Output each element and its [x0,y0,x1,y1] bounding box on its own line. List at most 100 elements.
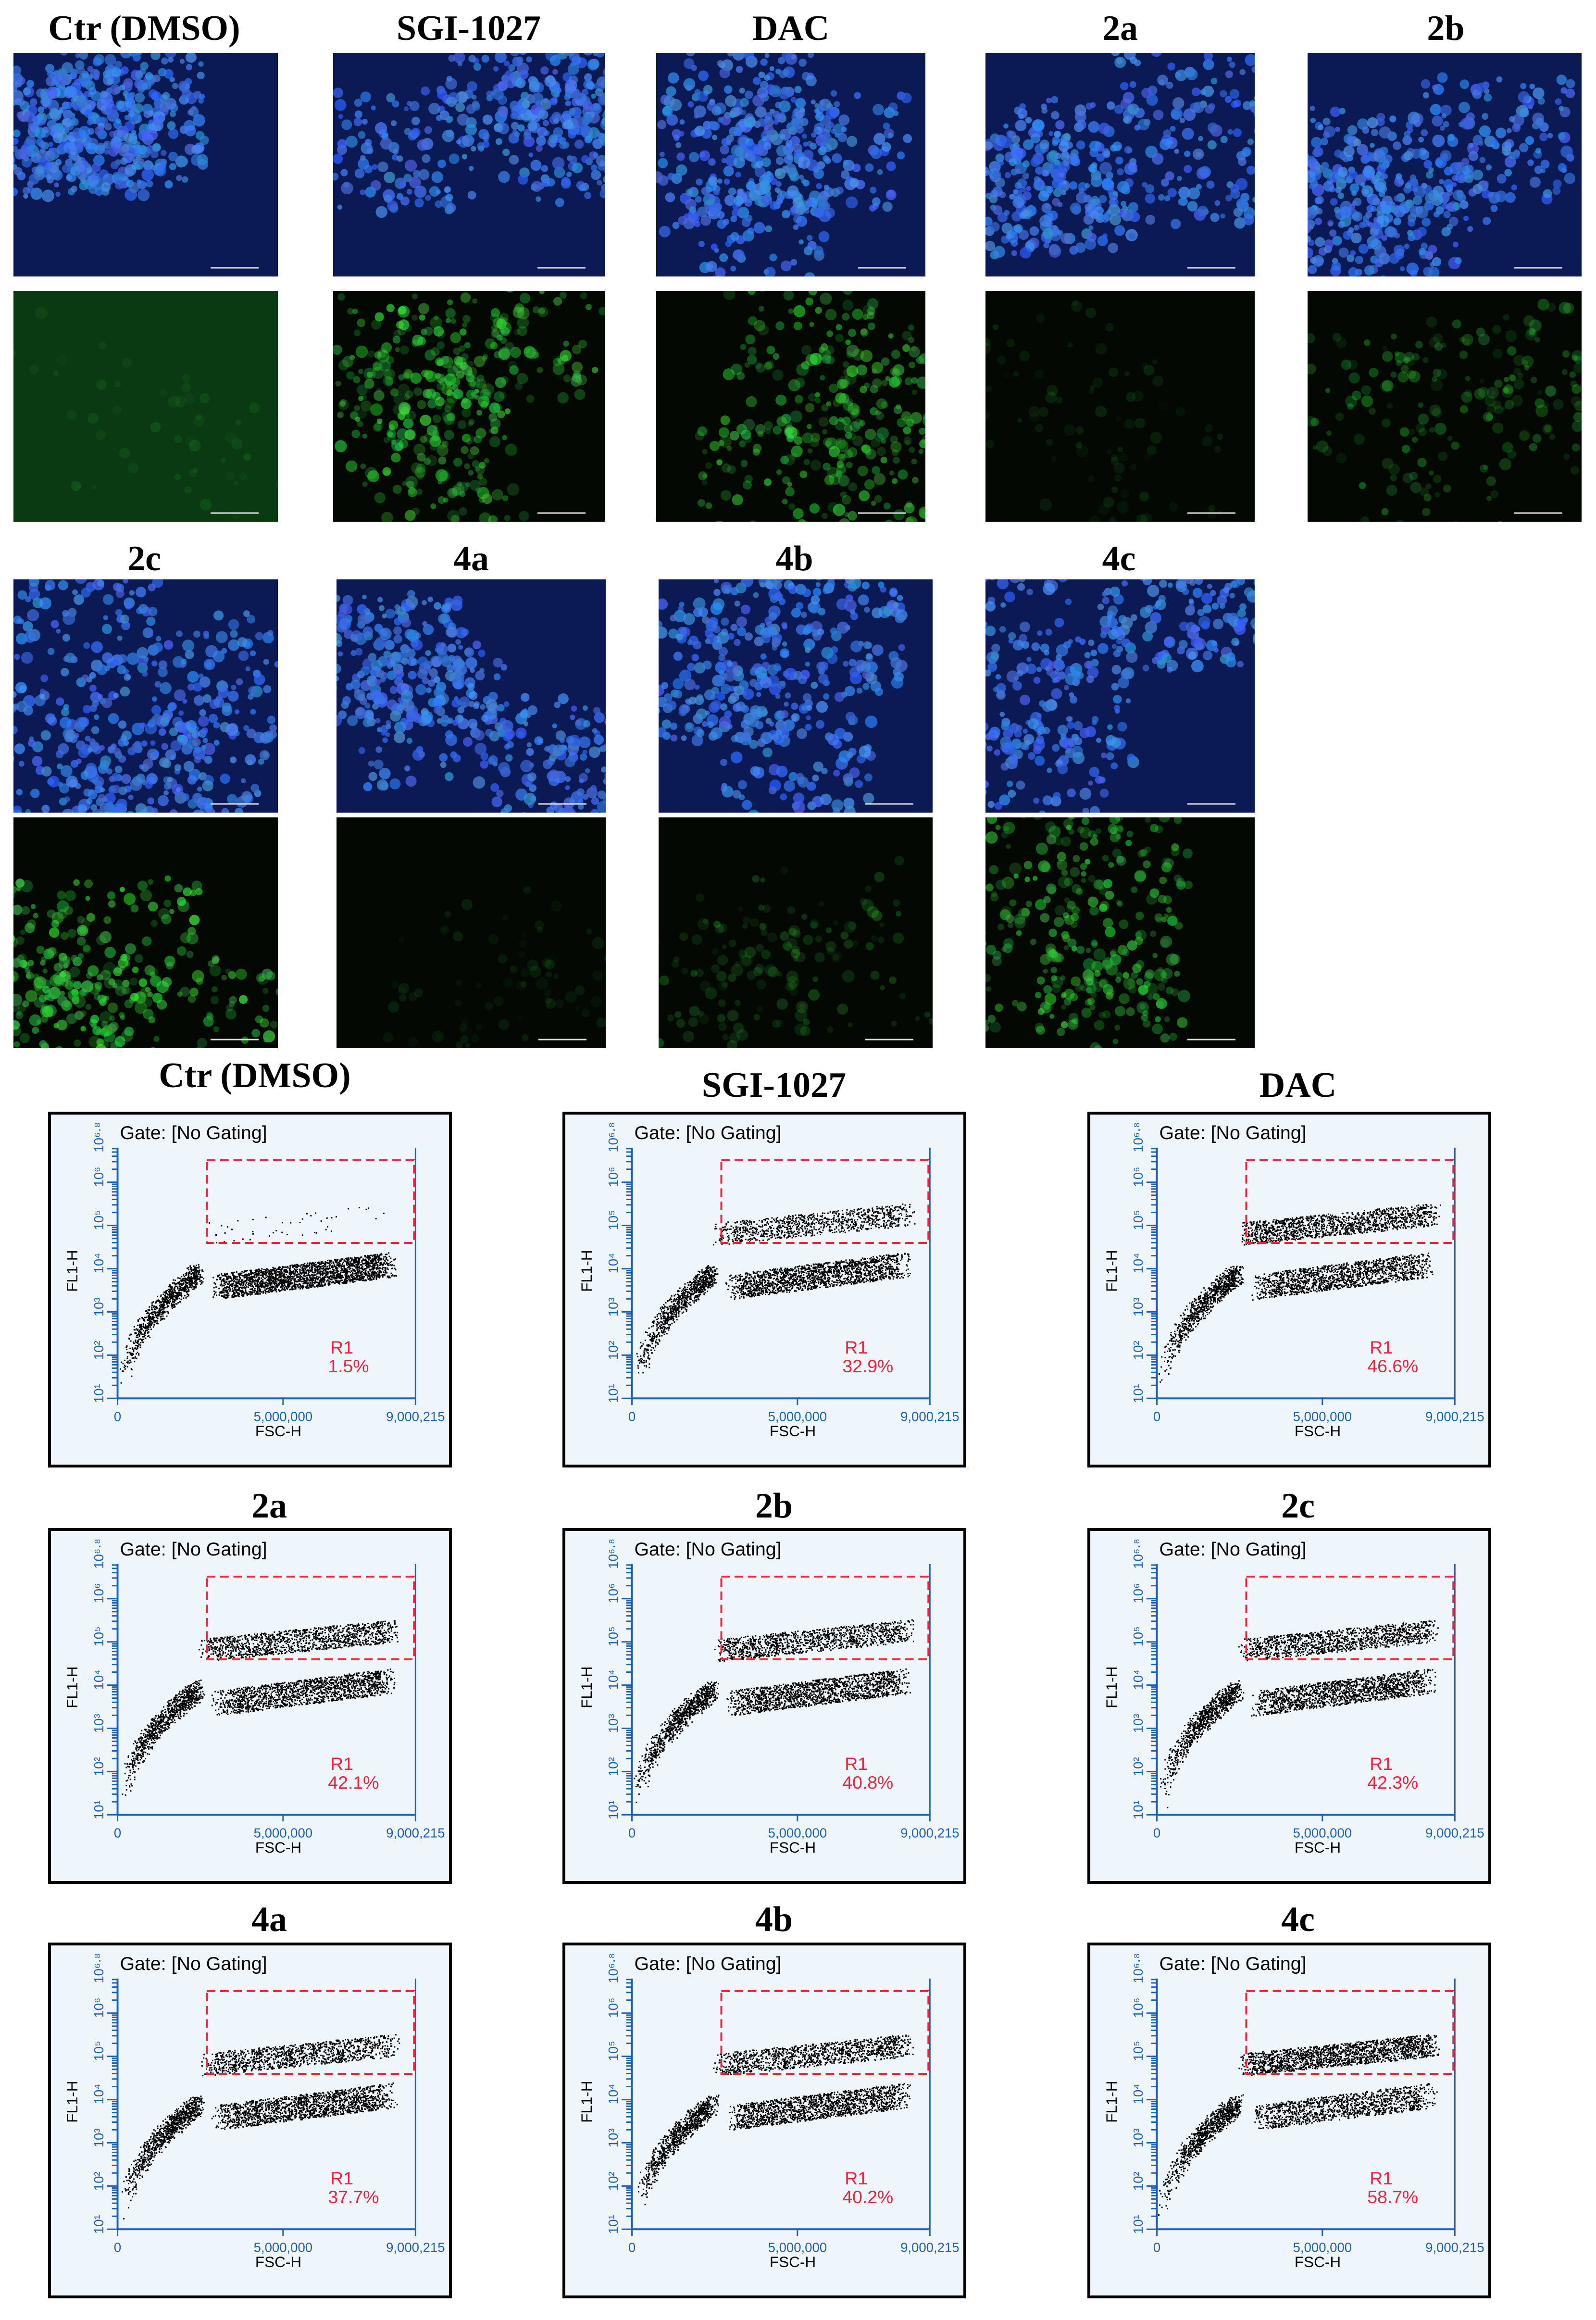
y-tick-label: 10⁴ [91,2084,106,2104]
y-tick-label: 10¹ [1131,1800,1146,1819]
flow-title-2b: 2b [755,1486,793,1526]
scatter-points [1158,2034,1440,2216]
y-tick-label: 10³ [91,1297,106,1317]
x-axis-title: FSC-H [770,1839,816,1856]
gate-r1-percent: 46.6% [1367,1356,1418,1376]
x-tick-label: 0 [114,1409,121,1424]
gate-r1-rectangle [206,1159,415,1244]
y-tick-label: 10⁶·⁸ [606,1122,621,1153]
y-tick-label: 10³ [1131,1297,1146,1317]
x-axis-title: FSC-H [770,2254,816,2270]
flow-title-4a: 4a [251,1900,287,1939]
y-tick-label: 10⁵ [606,1626,621,1646]
y-tick-label: 10⁶ [606,1583,621,1604]
gate-r1-percent: 32.9% [842,1356,893,1376]
x-tick-label: 9,000,215 [1425,1409,1484,1424]
y-tick-label: 10⁵ [1131,2041,1146,2061]
y-tick-label: 10⁶·⁸ [1131,1953,1146,1983]
y-tick-label: 10⁵ [1131,1626,1146,1646]
y-tick-label: 10⁶·⁸ [91,1539,106,1569]
gate-r1-name: R1 [330,1337,353,1357]
scatter-points [637,2034,914,2206]
scatter-points [122,1620,399,1796]
x-tick-label: 0 [114,1825,121,1840]
y-tick-label: 10⁵ [606,2041,621,2061]
gate-label: Gate: [No Gating] [634,1122,781,1143]
x-tick-label: 5,000,000 [1293,1409,1352,1424]
x-tick-label: 9,000,215 [900,1409,959,1424]
y-axis-title: FL1-H [578,2081,595,2122]
gate-r1-percent: 37.7% [328,2187,379,2207]
dapi-image-2b [1308,53,1582,276]
x-tick-label: 5,000,000 [768,1409,827,1424]
scatter-points [1159,1204,1441,1383]
x-tick-label: 9,000,215 [900,2240,959,2255]
y-tick-label: 10⁴ [606,2084,621,2104]
y-tick-label: 10⁶ [91,1583,106,1604]
y-tick-label: 10⁶·⁸ [91,1122,106,1153]
fluorescence-image-sgi-1027 [333,291,605,522]
x-axis-title: FSC-H [1295,1839,1341,1856]
fluorescence-image-2c [13,817,278,1048]
y-tick-label: 10⁶ [606,1167,621,1187]
y-axis-title: FL1-H [1103,1250,1120,1292]
x-tick-label: 5,000,000 [1293,1825,1352,1840]
dapi-image-2c [13,579,278,813]
fluorescence-image-ctr-dmso [13,291,278,522]
x-tick-label: 9,000,215 [1425,2240,1484,2255]
y-axis-title: FL1-H [578,1666,595,1708]
y-tick-label: 10² [91,1341,106,1360]
y-tick-label: 10⁶·⁸ [1131,1122,1146,1153]
y-tick-label: 10¹ [606,1384,621,1403]
gate-label: Gate: [No Gating] [120,1122,267,1143]
x-tick-label: 9,000,215 [900,1825,959,1840]
x-tick-label: 0 [1153,2240,1160,2255]
gate-label: Gate: [No Gating] [634,1539,781,1560]
flow-scatter-plot: Gate: [No Gating] 10¹ 10² 10³ 10⁴ 10⁵ 10⁶ 10⁶·⁸… [562,1943,966,2298]
y-tick-label: 10¹ [606,1800,621,1819]
flow-title-dac: DAC [1259,1066,1337,1105]
flow-scatter-plot: Gate: [No Gating] 10¹ 10² 10³ 10⁴ 10⁵ 10⁶ 10⁶·⁸… [562,1112,966,1467]
y-axis-title: FL1-H [1103,1666,1120,1708]
scatter-points [119,1207,398,1384]
y-tick-label: 10⁶ [1131,1583,1146,1604]
x-tick-label: 5,000,000 [254,2240,312,2255]
y-tick-label: 10³ [1131,1714,1146,1733]
flow-title-ctr-dmso: Ctr (DMSO) [159,1056,351,1095]
y-axis-title: FL1-H [64,1250,81,1292]
x-axis-title: FSC-H [1295,1423,1341,1440]
fluorescence-image-2b [1308,291,1582,522]
dapi-image-dac [656,53,925,276]
y-tick-label: 10³ [606,2128,621,2147]
y-tick-label: 10¹ [1131,2215,1146,2234]
micro-label-dac: DAC [752,9,830,48]
micro-label-2a: 2a [1102,9,1138,48]
gate-r1-percent: 58.7% [1367,2187,1418,2207]
y-tick-label: 10⁴ [91,1253,106,1273]
micro-label-4b: 4b [775,539,813,578]
y-tick-label: 10¹ [91,1800,106,1819]
flow-title-2c: 2c [1281,1486,1315,1526]
y-tick-label: 10³ [1131,2128,1146,2147]
fluorescence-image-2a [985,291,1255,522]
x-axis-title: FSC-H [255,1839,301,1856]
x-tick-label: 5,000,000 [254,1409,312,1424]
x-tick-label: 5,000,000 [1293,2240,1352,2255]
y-tick-label: 10⁶·⁸ [91,1953,106,1983]
fluorescence-image-4a [337,817,606,1048]
y-tick-label: 10⁶ [91,1167,106,1187]
gate-r1-name: R1 [845,1337,868,1357]
y-tick-label: 10³ [91,2128,106,2147]
x-tick-label: 0 [1153,1825,1160,1840]
x-tick-label: 5,000,000 [254,1825,312,1840]
gate-label: Gate: [No Gating] [120,1539,267,1560]
flow-title-4b: 4b [755,1900,793,1939]
y-tick-label: 10¹ [91,2215,106,2234]
flow-scatter-plot: Gate: [No Gating] 10¹ 10² 10³ 10⁴ 10⁵ 10⁶ 10⁶·⁸… [1087,1943,1491,2298]
gate-r1-percent: 42.3% [1367,1772,1418,1793]
y-tick-label: 10² [606,2171,621,2191]
y-tick-label: 10⁶ [91,1998,106,2018]
x-tick-label: 9,000,215 [386,2240,445,2255]
gate-label: Gate: [No Gating] [1159,1953,1306,1974]
flow-title-2a: 2a [251,1486,287,1526]
